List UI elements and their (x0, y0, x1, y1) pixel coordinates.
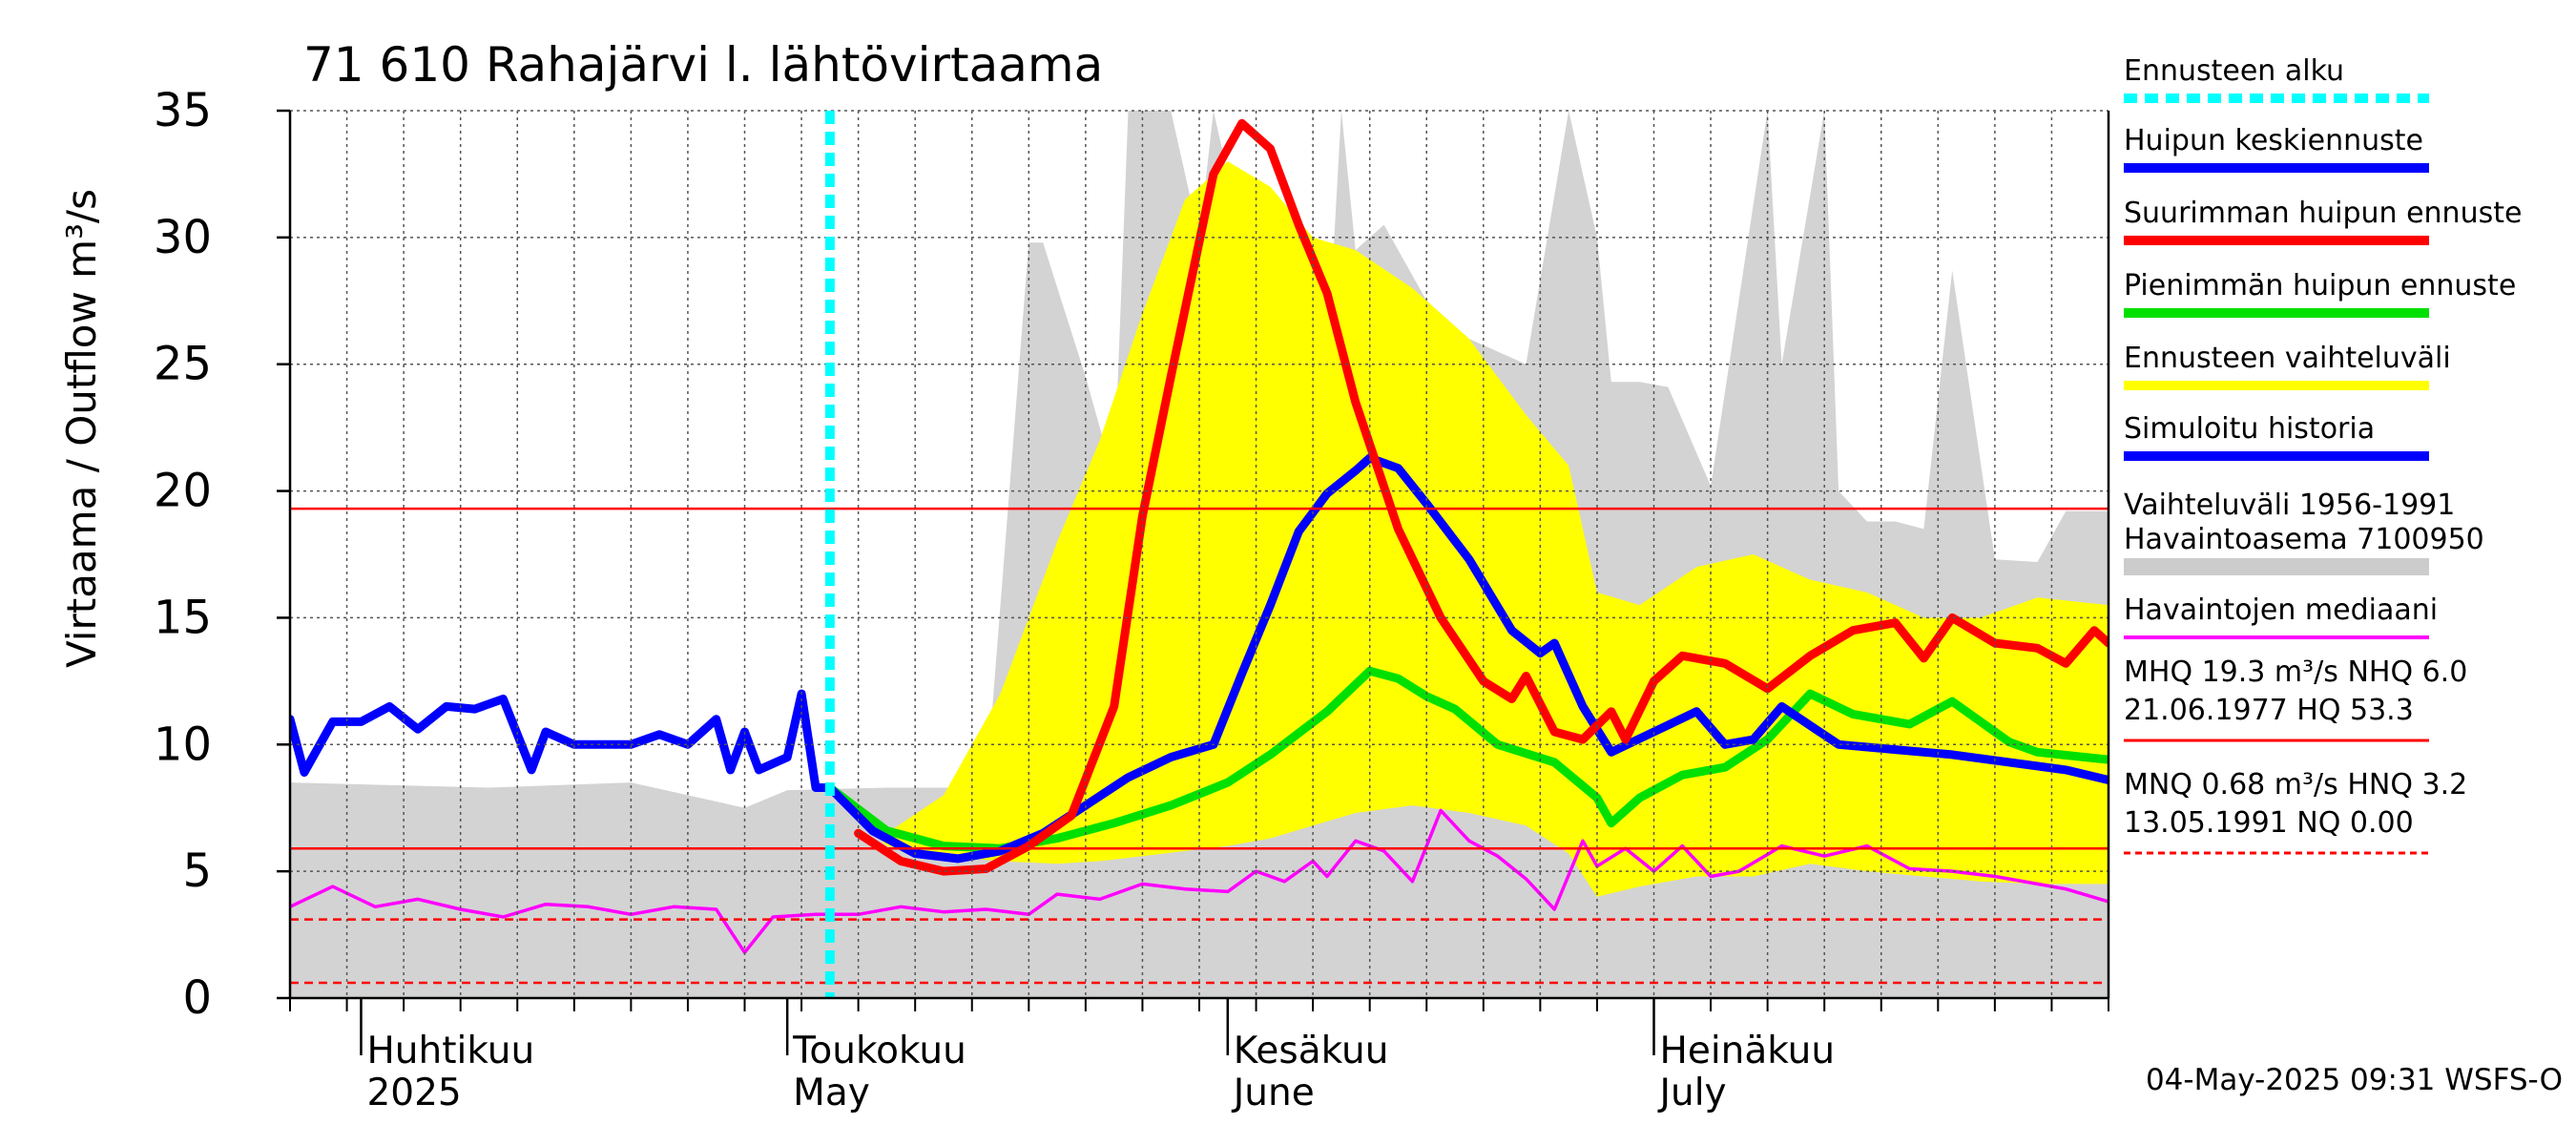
y-tick-label: 5 (182, 844, 212, 898)
legend-label: Ennusteen alku (2124, 54, 2344, 88)
series-6-line (854, 118, 2109, 876)
axes: 05101520253035Huhtikuu2025ToukokuuMayKes… (154, 84, 2110, 1114)
series-3-line (290, 689, 835, 792)
y-tick-label: 25 (154, 338, 212, 391)
y-axis-label: Virtaama / Outflow m³/s (58, 189, 105, 668)
x-month-label-fi: Heinäkuu (1660, 1030, 1836, 1072)
y-tick-label: 30 (154, 211, 212, 264)
y-tick-label: 15 (154, 591, 212, 644)
x-month-label-en: 2025 (366, 1072, 461, 1114)
x-month-label-en: May (793, 1072, 870, 1114)
stats-line-1: MHQ 19.3 m³/s NHQ 6.0 (2124, 656, 2467, 689)
y-tick-label: 20 (154, 465, 212, 518)
reference-lines (290, 111, 2109, 998)
x-month-label-en: July (1657, 1072, 1727, 1114)
y-tick-label: 35 (154, 84, 212, 137)
series-4-line (825, 666, 2109, 853)
legend-label: Huipun keskiennuste (2124, 124, 2423, 157)
legend: Ennusteen alku Huipun keskiennuste Suurimm… (2124, 54, 2522, 855)
stats-line-1: MNQ 0.68 m³/s HNQ 3.2 (2124, 768, 2467, 802)
legend-label: Simuloitu historia (2124, 412, 2375, 446)
legend-label: Pienimmän huipun ennuste (2124, 269, 2516, 302)
stats-line-2: 21.06.1977 HQ 53.3 (2124, 694, 2414, 727)
y-tick-label: 0 (182, 971, 212, 1025)
x-month-label-en: June (1231, 1072, 1315, 1114)
grid (290, 110, 2109, 998)
footer-timestamp: 04-May-2025 09:31 WSFS-O (2146, 1063, 2563, 1097)
stats-line-2: 13.05.1991 NQ 0.00 (2124, 806, 2414, 840)
legend-label: Havaintojen mediaani (2124, 593, 2438, 627)
chart-title: 71 610 Rahajärvi l. lähtövirtaama (303, 37, 1103, 93)
x-month-label-fi: Toukokuu (792, 1030, 966, 1072)
legend-label: Havaintoasema 7100950 (2124, 523, 2484, 556)
x-month-label-fi: Huhtikuu (366, 1030, 534, 1072)
legend-label: Ennusteen vaihteluväli (2124, 342, 2451, 375)
x-month-label-fi: Kesäkuu (1234, 1030, 1389, 1072)
y-tick-label: 10 (154, 718, 212, 771)
legend-label: Suurimman huipun ennuste (2124, 197, 2522, 230)
legend-label: Vaihteluväli 1956-1991 (2124, 489, 2455, 522)
